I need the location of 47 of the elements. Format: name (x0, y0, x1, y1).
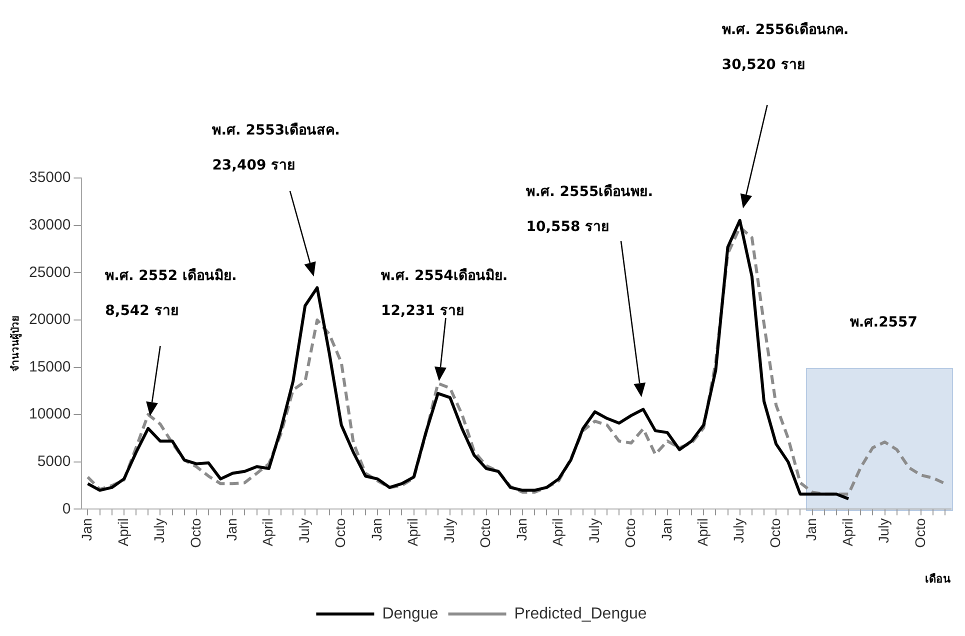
annotation: 10,558 ราย (526, 218, 610, 235)
x-tick-label: April (550, 518, 566, 546)
y-tick-label: 35000 (28, 169, 71, 186)
x-tick-label: April (260, 518, 276, 546)
y-tick-label: 25000 (28, 264, 71, 281)
text: 30,520 ราย (722, 57, 805, 74)
x-tick-label: Octo (912, 518, 928, 548)
x-tick-label: April (114, 518, 131, 546)
y-tick-label: 10000 (28, 406, 71, 423)
annotation: พ.ศ. 2555เดือนพย. (526, 184, 654, 200)
x-tick-label: Octo (332, 518, 348, 548)
y-tick-label: 0 (62, 500, 71, 518)
y-tick-label: 30000 (28, 216, 71, 234)
text: พ.ศ. 2553เดือนสค. (212, 122, 340, 138)
x-tick-label: Jan (224, 518, 240, 541)
x-tick-label: Octo (477, 518, 494, 548)
annotation: พ.ศ. 2552 เดือนมิย. (105, 268, 237, 284)
x-tick-label: Jan (78, 518, 95, 541)
annotation: พ.ศ. 2554เดือนมิย. (380, 268, 508, 284)
x-tick-label: July (151, 518, 168, 544)
annotation: 8,542 ราย (105, 303, 178, 320)
x-tick-label: Jan (513, 518, 530, 541)
annotation: 12,231 ราย (380, 303, 464, 320)
x-tick-label: Octo (622, 518, 638, 548)
x-tick-label: Jan (368, 518, 384, 541)
x-tick-label: July (876, 518, 892, 544)
x-tick-label: Jan (658, 518, 674, 541)
x-tick-label: July (440, 518, 457, 544)
y-tick-label: 15000 (28, 358, 71, 376)
y-tick-label: 20000 (28, 311, 71, 328)
x-tick-label: Octo (766, 518, 783, 548)
text: พ.ศ. 2556เดือนกค. (722, 22, 849, 38)
x-tick-label: Jan (803, 518, 820, 541)
annotation: พ.ศ.2557 (850, 314, 918, 331)
legend-label: Predicted_Dengue (514, 605, 647, 622)
x-tick-label: April (694, 518, 710, 546)
x-tick-label: July (586, 518, 602, 544)
y-tick-label: 5000 (37, 453, 71, 470)
x-axis-title: เดือน (925, 572, 952, 586)
text: 23,409 ราย (212, 157, 296, 174)
x-tick-label: July (296, 518, 312, 544)
y-axis-title: จำนวนผู้ป่วย (10, 316, 23, 372)
x-tick-label: April (404, 518, 421, 546)
x-tick-label: Octo (187, 518, 204, 548)
x-tick-label: April (839, 518, 856, 546)
x-tick-label: July (730, 518, 747, 544)
legend-label: Dengue (382, 605, 438, 622)
